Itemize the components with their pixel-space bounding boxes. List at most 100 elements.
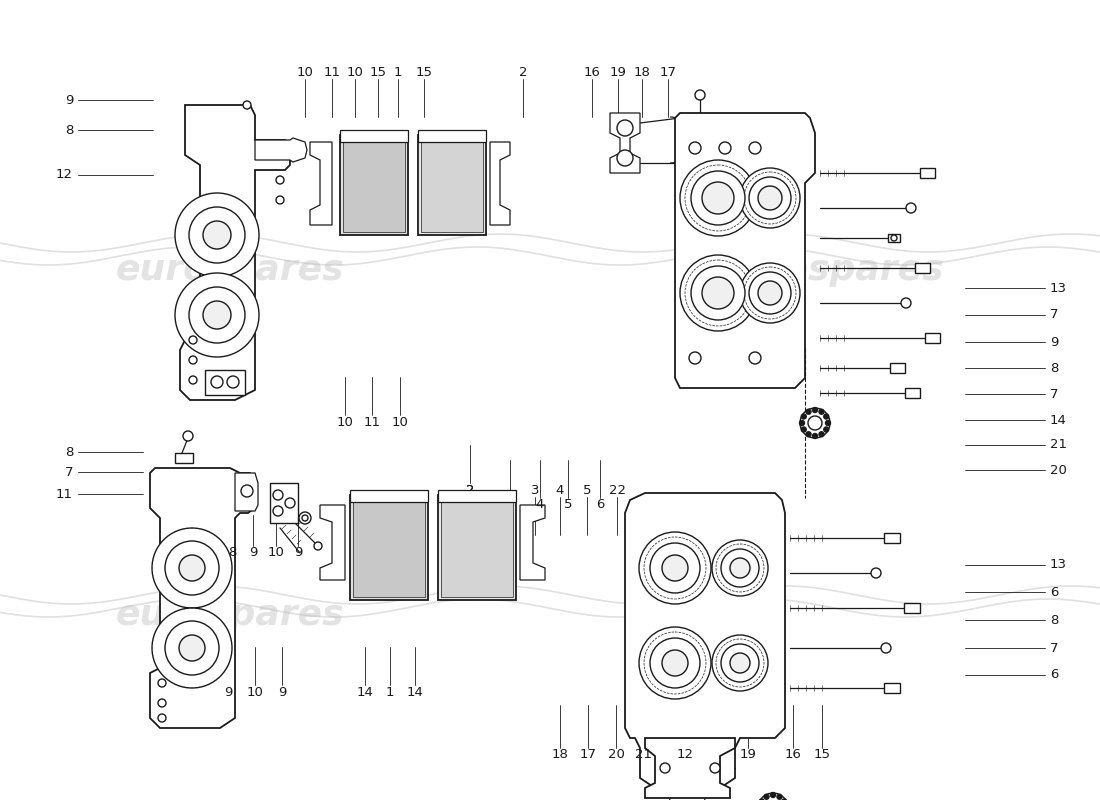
- Text: 10: 10: [337, 415, 353, 429]
- Bar: [205, 370, 245, 395]
- Circle shape: [824, 414, 828, 419]
- Circle shape: [276, 196, 284, 204]
- Text: 10: 10: [297, 66, 313, 78]
- Circle shape: [813, 434, 817, 438]
- Circle shape: [695, 90, 705, 100]
- Bar: [884, 533, 900, 543]
- Circle shape: [758, 793, 788, 800]
- Bar: [350, 495, 428, 600]
- Text: 17: 17: [660, 66, 676, 78]
- Circle shape: [800, 408, 830, 438]
- Circle shape: [183, 431, 192, 441]
- Circle shape: [712, 540, 768, 596]
- Circle shape: [808, 416, 822, 430]
- Circle shape: [680, 255, 756, 331]
- Polygon shape: [310, 142, 332, 225]
- Circle shape: [165, 621, 219, 675]
- Circle shape: [806, 432, 811, 437]
- Circle shape: [691, 171, 745, 225]
- Polygon shape: [610, 113, 640, 173]
- Circle shape: [689, 352, 701, 364]
- Circle shape: [211, 376, 223, 388]
- Circle shape: [302, 515, 308, 521]
- Circle shape: [820, 432, 824, 437]
- Text: 9: 9: [65, 94, 73, 106]
- Bar: [350, 490, 428, 502]
- Text: 16: 16: [784, 749, 802, 762]
- Polygon shape: [645, 738, 735, 798]
- Text: 7: 7: [206, 546, 214, 559]
- Circle shape: [243, 101, 251, 109]
- Text: 8: 8: [1050, 362, 1058, 374]
- Circle shape: [770, 793, 776, 798]
- Text: 16: 16: [584, 66, 601, 78]
- Circle shape: [158, 714, 166, 722]
- Text: 3: 3: [506, 498, 515, 511]
- Circle shape: [901, 298, 911, 308]
- Circle shape: [617, 120, 632, 136]
- Text: 3: 3: [530, 483, 539, 497]
- Circle shape: [720, 644, 759, 682]
- Circle shape: [801, 427, 806, 432]
- Text: 11: 11: [56, 487, 73, 501]
- Text: 4: 4: [556, 483, 564, 497]
- Bar: [175, 453, 192, 463]
- Text: 9: 9: [223, 686, 232, 698]
- Polygon shape: [675, 113, 815, 388]
- Circle shape: [730, 558, 750, 578]
- Circle shape: [710, 763, 720, 773]
- Bar: [418, 135, 486, 235]
- Text: 11: 11: [363, 415, 381, 429]
- Circle shape: [871, 568, 881, 578]
- Circle shape: [660, 763, 670, 773]
- Circle shape: [689, 142, 701, 154]
- Polygon shape: [490, 142, 510, 225]
- Circle shape: [758, 281, 782, 305]
- Circle shape: [175, 193, 258, 277]
- Text: 18: 18: [551, 749, 569, 762]
- Text: 14: 14: [1050, 414, 1067, 426]
- Circle shape: [204, 301, 231, 329]
- Bar: [340, 130, 408, 142]
- Text: 10: 10: [346, 66, 363, 78]
- Text: eurospares: eurospares: [116, 598, 344, 632]
- Circle shape: [824, 427, 828, 432]
- Text: 6: 6: [1050, 586, 1058, 598]
- Text: 14: 14: [407, 686, 424, 698]
- Bar: [441, 498, 513, 597]
- Circle shape: [152, 608, 232, 688]
- Circle shape: [276, 176, 284, 184]
- Circle shape: [800, 421, 804, 426]
- Circle shape: [749, 177, 791, 219]
- Circle shape: [152, 528, 232, 608]
- Text: 2: 2: [519, 66, 527, 78]
- Polygon shape: [180, 105, 290, 400]
- Text: 11: 11: [323, 66, 341, 78]
- Text: 19: 19: [609, 66, 626, 78]
- Bar: [418, 130, 486, 142]
- Polygon shape: [150, 468, 255, 728]
- Circle shape: [650, 638, 700, 688]
- Polygon shape: [235, 473, 258, 511]
- Circle shape: [158, 679, 166, 687]
- Text: 8: 8: [65, 123, 73, 137]
- Text: 18: 18: [634, 66, 650, 78]
- Bar: [904, 603, 920, 613]
- Text: 10: 10: [267, 546, 285, 559]
- Bar: [270, 483, 298, 523]
- Circle shape: [227, 376, 239, 388]
- Text: 1: 1: [394, 66, 403, 78]
- Circle shape: [639, 627, 711, 699]
- Text: 17: 17: [580, 749, 596, 762]
- Circle shape: [749, 272, 791, 314]
- Circle shape: [175, 273, 258, 357]
- Bar: [353, 498, 425, 597]
- Bar: [915, 263, 930, 273]
- Text: 15: 15: [370, 66, 386, 78]
- Circle shape: [801, 414, 806, 419]
- Circle shape: [764, 794, 769, 799]
- Circle shape: [189, 336, 197, 344]
- Text: 9: 9: [1050, 335, 1058, 349]
- Text: 8: 8: [1050, 614, 1058, 626]
- Text: 9: 9: [278, 686, 286, 698]
